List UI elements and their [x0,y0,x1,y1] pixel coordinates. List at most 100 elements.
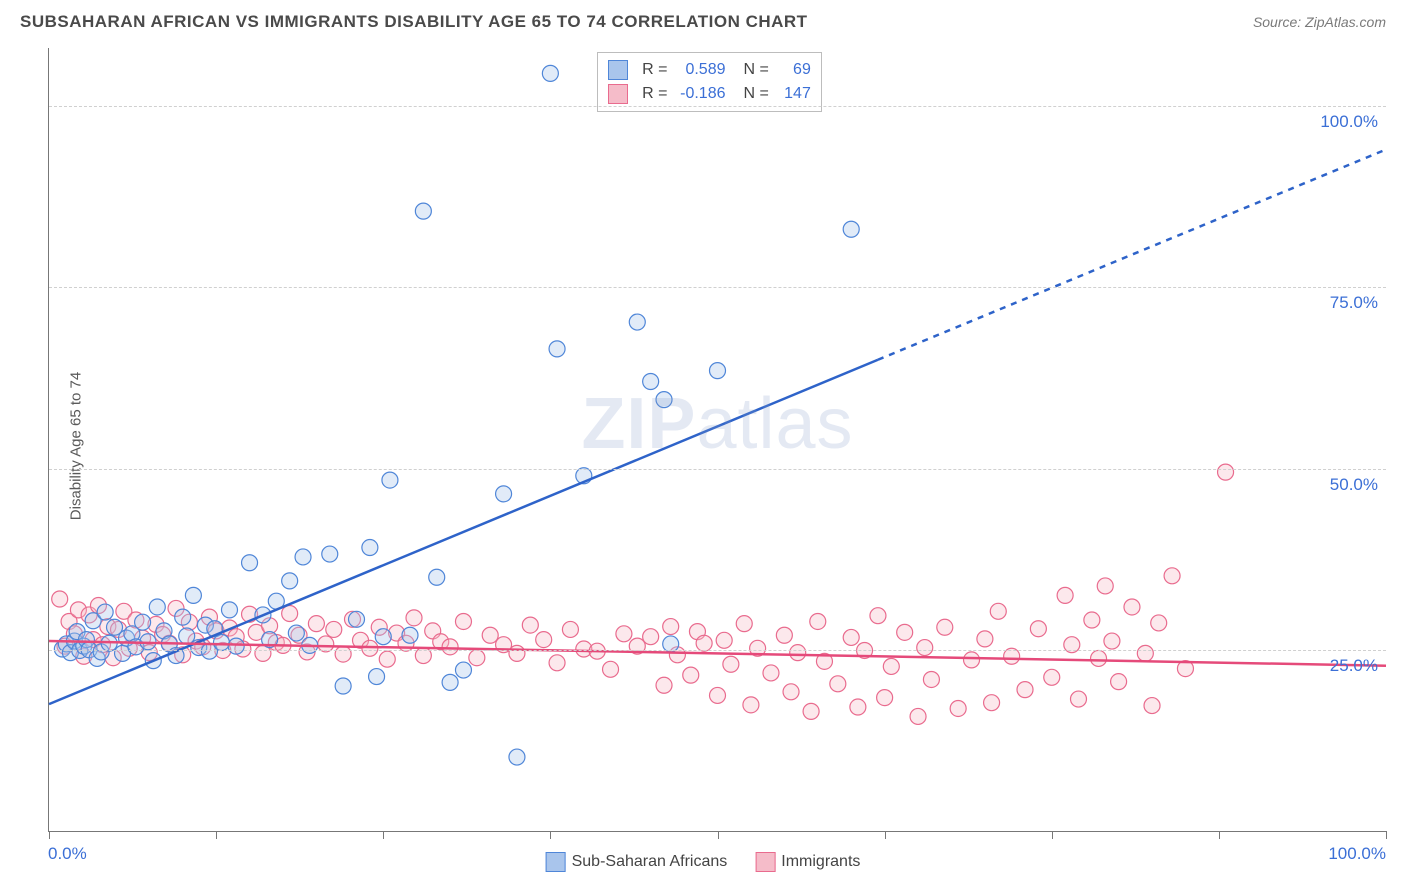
scatter-point [883,658,899,674]
series-legend: Sub-Saharan Africans Immigrants [546,852,861,872]
correlation-legend-row: R =0.589N =69 [608,58,811,82]
scatter-point [522,617,538,633]
legend-swatch [546,852,566,872]
scatter-point [52,591,68,607]
x-tick [1386,831,1387,839]
scatter-point [549,655,565,671]
correlation-legend-row: R =-0.186N =147 [608,82,811,106]
scatter-point [1044,669,1060,685]
scatter-point [736,616,752,632]
scatter-point [536,632,552,648]
gridline [49,469,1386,470]
scatter-point [402,627,418,643]
scatter-point [656,677,672,693]
scatter-point [937,619,953,635]
legend-swatch [755,852,775,872]
gridline [49,106,1386,107]
scatter-point [149,599,165,615]
scatter-point [221,602,237,618]
scatter-point [97,604,113,620]
chart-title: SUBSAHARAN AFRICAN VS IMMIGRANTS DISABIL… [20,12,808,32]
scatter-point [509,749,525,765]
gridline [49,650,1386,651]
chart-header: SUBSAHARAN AFRICAN VS IMMIGRANTS DISABIL… [20,12,1386,32]
x-tick [718,831,719,839]
x-axis-min-label: 0.0% [48,844,87,864]
scatter-point [282,606,298,622]
scatter-point [335,678,351,694]
y-tick-label: 75.0% [1330,293,1378,313]
scatter-point [683,667,699,683]
scatter-point [1084,612,1100,628]
scatter-point [710,363,726,379]
scatter-point [308,616,324,632]
regression-line-dashed [878,150,1386,360]
scatter-point [723,656,739,672]
scatter-point [743,697,759,713]
scatter-point [923,671,939,687]
legend-swatch [608,84,628,104]
scatter-point [455,662,471,678]
scatter-point [322,546,338,562]
y-tick-label: 50.0% [1330,475,1378,495]
scatter-point [1111,674,1127,690]
y-tick-label: 100.0% [1320,112,1378,132]
scatter-point [783,684,799,700]
scatter-point [616,626,632,642]
scatter-point [843,629,859,645]
scatter-point [897,624,913,640]
scatter-point [877,690,893,706]
scatter-point [362,540,378,556]
legend-swatch [608,60,628,80]
scatter-point [910,708,926,724]
scatter-point [830,676,846,692]
scatter-point [482,627,498,643]
legend-r-label: R = [642,58,667,82]
scatter-point [429,569,445,585]
scatter-point [1017,682,1033,698]
scatter-point [295,549,311,565]
scatter-point [1097,578,1113,594]
scatter-point [375,629,391,645]
scatter-point [1218,464,1234,480]
scatter-point [349,611,365,627]
scatter-point [984,695,1000,711]
scatter-point [469,650,485,666]
scatter-point [643,629,659,645]
legend-n-value: 69 [777,58,811,82]
legend-item: Sub-Saharan Africans [546,852,728,872]
chart-source: Source: ZipAtlas.com [1253,14,1386,30]
legend-label: Sub-Saharan Africans [572,853,728,870]
scatter-point [282,573,298,589]
scatter-point [1164,568,1180,584]
scatter-point [1057,587,1073,603]
scatter-point [790,645,806,661]
legend-item: Immigrants [755,852,860,872]
scatter-point [442,639,458,655]
scatter-point [1030,621,1046,637]
scatter-point [496,486,512,502]
scatter-point [1124,599,1140,615]
scatter-point [175,609,191,625]
x-tick [1219,831,1220,839]
scatter-point [656,392,672,408]
scatter-point [977,631,993,647]
scatter-point [716,632,732,648]
scatter-point [335,646,351,662]
scatter-point [917,640,933,656]
scatter-point [1091,650,1107,666]
x-tick [216,831,217,839]
plot-area: ZIPatlas R =0.589N =69R =-0.186N =147 25… [48,48,1386,832]
scatter-point [663,619,679,635]
scatter-point [1144,698,1160,714]
gridline [49,287,1386,288]
scatter-point [369,669,385,685]
scatter-point [415,203,431,219]
scatter-plot-svg [49,48,1386,831]
x-tick [885,831,886,839]
legend-r-value: 0.589 [676,58,726,82]
x-tick [550,831,551,839]
scatter-point [509,645,525,661]
legend-r-label: R = [642,82,667,106]
scatter-point [213,635,229,651]
